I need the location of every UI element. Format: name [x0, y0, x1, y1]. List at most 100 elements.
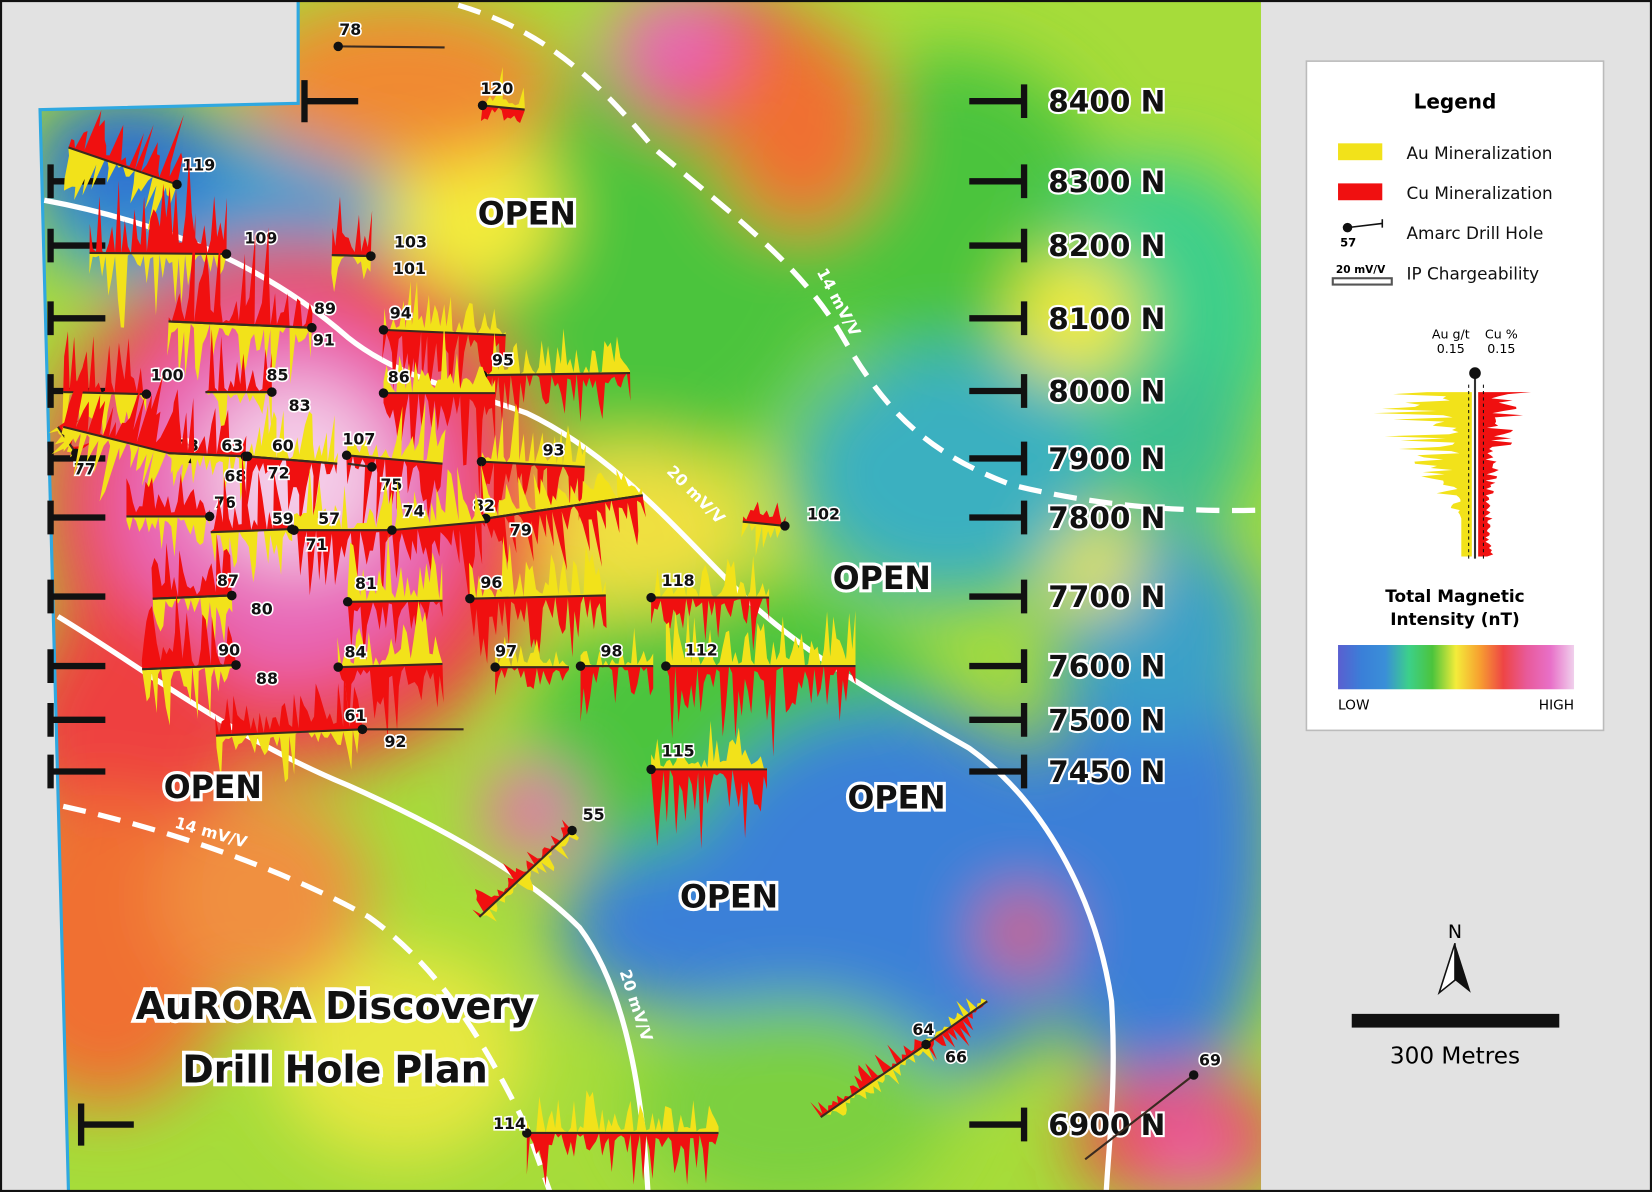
drill-hole-collar: [921, 1039, 931, 1050]
drill-hole-collar: [357, 724, 368, 735]
drill-hole-93[interactable]: 93: [476, 403, 586, 532]
drill-hole-trace: [247, 455, 338, 465]
drill-hole-label: 81: [355, 574, 377, 593]
open-label: OPEN: [680, 879, 778, 915]
cu-mineralization-histogram: [210, 454, 292, 533]
drill-hole-120[interactable]: 120: [477, 66, 525, 123]
drill-hole-trace: [481, 460, 585, 468]
drill-hole-59[interactable]: 59: [210, 454, 297, 583]
drill-hole-78[interactable]: 78: [333, 18, 445, 52]
au-mineralization-histogram: [346, 399, 446, 464]
magnetic-color-ramp: [1338, 645, 1575, 690]
cu-mineralization-histogram: [482, 373, 631, 425]
drill-hole-92[interactable]: 92: [357, 724, 464, 753]
au-mineralization-histogram: [142, 665, 237, 726]
cu-axis-value: 0.15: [1487, 341, 1515, 356]
drill-hole-71[interactable]: 71: [289, 525, 392, 556]
legend-panel: Legend Au Mineralization Cu Mineralizati…: [1305, 60, 1605, 732]
drill-hole-label: 109: [244, 228, 277, 247]
drill-hole-trace: [485, 494, 643, 520]
drill-hole-label: 100: [151, 365, 184, 384]
au-mineralization-histogram: [391, 466, 485, 531]
drill-hole-77[interactable]: 77: [48, 416, 97, 480]
northing-label: 6900 N: [1048, 1108, 1165, 1142]
open-label: OPEN: [478, 196, 576, 232]
drill-hole-trace: [347, 599, 443, 603]
drill-hole-96[interactable]: 96: [465, 536, 607, 666]
drill-hole-label: 77: [74, 459, 96, 478]
drill-hole-label: 95: [492, 351, 514, 370]
drill-hole-109[interactable]: 109: [89, 157, 279, 328]
drill-hole-86[interactable]: 86: [378, 321, 496, 499]
cu-mineralization-histogram: [383, 393, 496, 499]
legend-drill-hole-label: Amarc Drill Hole: [1407, 223, 1544, 243]
drill-hole-118[interactable]: 118: [646, 555, 770, 652]
drill-hole-label: 88: [256, 669, 278, 688]
drill-hole-collar: [172, 179, 182, 190]
drill-hole-63[interactable]: 63: [168, 389, 251, 502]
drill-hole-107[interactable]: 107: [341, 399, 446, 534]
drill-hole-89[interactable]: 89: [167, 213, 338, 385]
cu-mineralization-histogram: [580, 666, 654, 722]
drill-hole-label: 60: [272, 436, 294, 455]
drill-hole-label: 83: [289, 396, 311, 415]
au-mineralization-histogram: [383, 321, 496, 394]
drill-hole-91[interactable]: 91: [168, 320, 336, 351]
drill-hole-69[interactable]: 69: [1084, 1049, 1223, 1161]
drill-hole-label: 61: [345, 706, 367, 725]
open-label: OPEN: [848, 780, 946, 816]
northing-label: 8200 N: [1048, 229, 1165, 263]
drill-hole-98[interactable]: 98: [575, 627, 654, 722]
drill-hole-label: 91: [313, 331, 335, 350]
drill-hole-label: 115: [662, 742, 695, 761]
drill-hole-97[interactable]: 97: [490, 636, 569, 696]
drill-hole-115[interactable]: 115: [646, 720, 767, 849]
drill-hole-collar: [231, 660, 241, 670]
drill-hole-label: 93: [543, 440, 565, 459]
contour-20-upper: [43, 197, 1116, 1192]
legend-cu-bars: [1478, 392, 1532, 557]
drill-hole-collar: [221, 249, 232, 259]
drill-hole-collar: [522, 1128, 532, 1138]
drill-hole-102[interactable]: 102: [741, 501, 842, 556]
drill-hole-84[interactable]: 84: [333, 601, 444, 740]
drill-hole-66[interactable]: 66: [921, 998, 988, 1068]
northing-tick: 8200 N: [969, 227, 1167, 265]
drill-hole-72[interactable]: 72: [242, 451, 338, 484]
drill-hole-114[interactable]: 114: [491, 1090, 719, 1186]
drill-hole-trace: [68, 146, 178, 186]
drill-hole-label: 89: [314, 299, 336, 318]
drill-hole-collar: [780, 521, 790, 531]
drill-hole-88[interactable]: 88: [142, 660, 280, 690]
drill-hole-label: 79: [510, 520, 532, 539]
au-mineralization-histogram: [482, 328, 631, 376]
drill-hole-112[interactable]: 112: [661, 610, 856, 757]
drill-hole-83[interactable]: 83: [205, 387, 312, 417]
drill-hole-101[interactable]: 101: [331, 251, 428, 280]
au-mineralization-histogram: [820, 1044, 935, 1118]
drill-hole-119[interactable]: 119: [63, 110, 217, 233]
drill-hole-label: 64: [912, 1020, 934, 1039]
cu-mineralization-histogram: [151, 533, 232, 599]
drill-hole-collar: [333, 662, 343, 672]
au-mineralization-histogram: [89, 252, 227, 328]
cu-mineralization-histogram: [89, 157, 227, 254]
drill-hole-trace: [168, 320, 312, 329]
northing-label: 7800 N: [1048, 501, 1165, 535]
contour-14-upper: [457, 2, 1260, 514]
magnetic-title-1: Total Magnetic: [1385, 586, 1524, 606]
drill-hole-collar: [204, 511, 215, 522]
drill-hole-55[interactable]: 55: [472, 803, 606, 922]
cu-mineralization-histogram: [926, 1001, 988, 1060]
drill-hole-74[interactable]: 74: [387, 466, 486, 605]
drill-hole-80[interactable]: 80: [152, 590, 274, 620]
drill-hole-64[interactable]: 64: [810, 1018, 936, 1119]
au-mineralization-histogram: [247, 404, 339, 464]
au-mineralization-histogram: [63, 147, 178, 233]
cu-mineralization-histogram: [665, 666, 856, 757]
northing-label: 8300 N: [1048, 165, 1165, 199]
drill-hole-trace: [338, 45, 445, 49]
drill-hole-61[interactable]: 61: [215, 671, 368, 783]
